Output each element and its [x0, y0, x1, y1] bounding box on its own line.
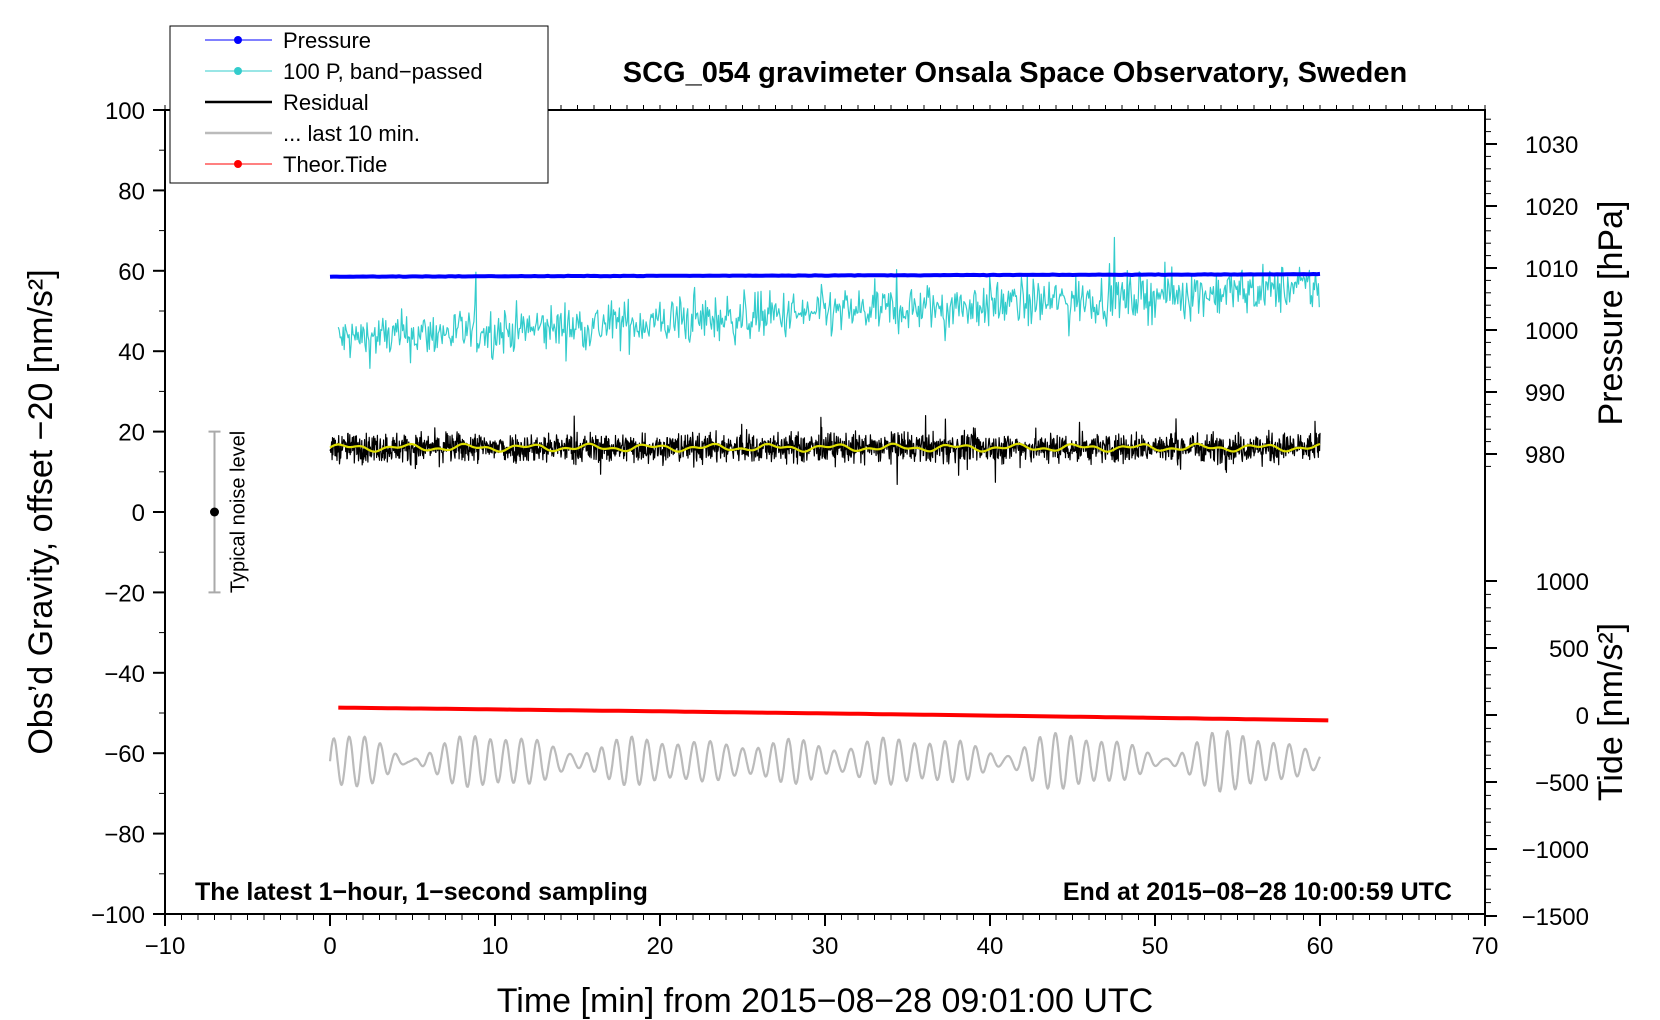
pressure-tick-label: 990 [1525, 380, 1565, 407]
noise-bar-center-dot [210, 507, 219, 517]
y-tick-label: 0 [132, 500, 145, 527]
x-tick-label: 30 [812, 933, 839, 960]
y-tick-label: −60 [104, 741, 145, 768]
series-100p-band-passed [337, 236, 1320, 369]
series-layer [328, 236, 1329, 793]
y-axis-tide: 1000 500 0 −500 −1000 −1500 [1485, 569, 1589, 931]
legend-label: 100 P, band−passed [283, 59, 483, 84]
y-tick-label: −20 [104, 580, 145, 607]
series-pressure [329, 271, 1321, 279]
y-tick-label: 100 [105, 98, 145, 125]
pressure-tick-label: 1020 [1525, 194, 1578, 221]
pressure-tick-label: 1000 [1525, 318, 1578, 345]
series-residual [329, 415, 1321, 485]
annotation-sampling: The latest 1−hour, 1−second sampling [195, 878, 648, 906]
legend-label: Residual [283, 90, 369, 115]
tide-tick-label: 0 [1576, 703, 1589, 730]
x-tick-label: 10 [482, 933, 509, 960]
legend-swatch-marker [234, 67, 242, 75]
series-last-10-min [328, 729, 1321, 793]
x-axis: −10 0 10 20 30 40 50 60 70 [145, 105, 1499, 960]
x-tick-label: 40 [977, 933, 1004, 960]
tide-tick-label: −1000 [1522, 837, 1589, 864]
tide-tick-label: 500 [1549, 636, 1589, 663]
x-axis-title: Time [min] from 2015−08−28 09:01:00 UTC [497, 982, 1153, 1020]
tide-axis-title: Tide [nm/s²] [1592, 623, 1630, 801]
y-tick-label: 80 [118, 178, 145, 205]
legend-label: ... last 10 min. [283, 121, 420, 146]
y-tick-label: 60 [118, 259, 145, 286]
noise-bar: Typical noise level [208, 430, 250, 594]
legend-box [169, 25, 549, 184]
x-tick-label: 0 [323, 933, 336, 960]
y-tick-label: 40 [118, 339, 145, 366]
legend-label: Theor.Tide [283, 152, 387, 177]
y-axis-pressure: 1030 1020 1010 1000 990 980 [1485, 118, 1578, 469]
annotation-end-time: End at 2015−08−28 10:00:59 UTC [1063, 878, 1452, 906]
x-tick-label: 50 [1142, 933, 1169, 960]
y-axis-title: Obs’d Gravity, offset −20 [nm/s²] [22, 269, 60, 754]
series-theor-tide [338, 705, 1329, 723]
legend-label: Pressure [283, 28, 371, 53]
pressure-tick-label: 980 [1525, 442, 1565, 469]
y-tick-label: −40 [104, 661, 145, 688]
tide-tick-label: 1000 [1536, 569, 1589, 596]
pressure-tick-label: 1010 [1525, 256, 1578, 283]
x-tick-label: 20 [647, 933, 674, 960]
y-tick-label: 20 [118, 420, 145, 447]
series-residual-smoothed [329, 442, 1321, 453]
y-tick-label: −100 [91, 902, 145, 929]
x-tick-label: 60 [1307, 933, 1334, 960]
y-axis-left: 100 80 60 40 20 0 −20 −40 −60 −80 −100 [91, 98, 165, 929]
tide-tick-label: −500 [1535, 770, 1589, 797]
legend-swatch-marker [234, 36, 242, 44]
y-tick-label: −80 [104, 822, 145, 849]
tide-tick-label: −1500 [1522, 904, 1589, 931]
pressure-axis-title: Pressure [hPa] [1592, 201, 1630, 426]
x-tick-label: 70 [1472, 933, 1499, 960]
legend: Pressure 100 P, band−passed Residual ... la… [169, 25, 549, 184]
noise-bar-label: Typical noise level [228, 431, 250, 593]
legend-swatch-marker [234, 160, 242, 168]
chart-title: SCG_054 gravimeter Onsala Space Observat… [623, 57, 1407, 89]
pressure-tick-label: 1030 [1525, 132, 1578, 159]
x-tick-label: −10 [145, 933, 186, 960]
